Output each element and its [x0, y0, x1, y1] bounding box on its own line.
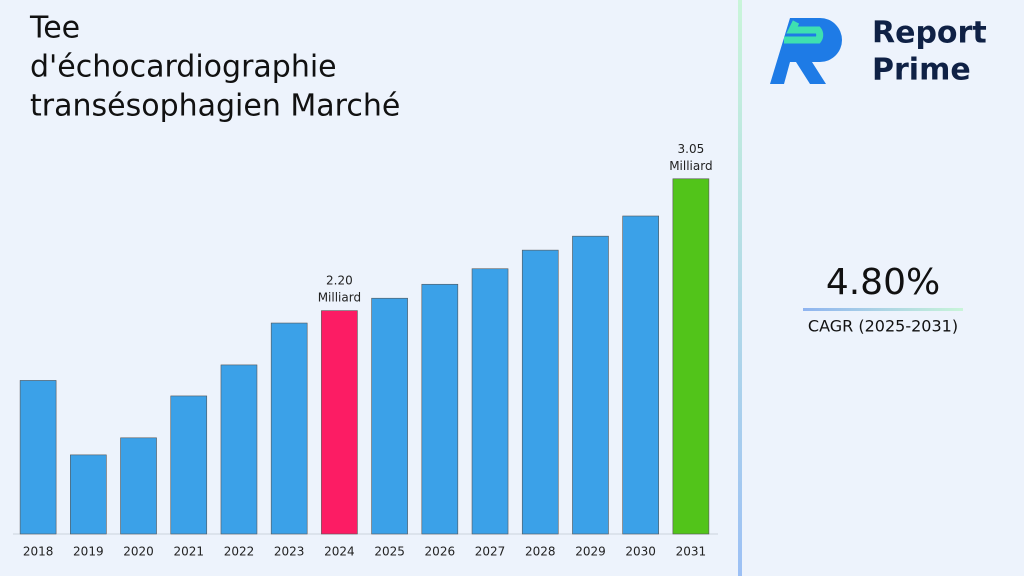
chart-title: Tee — [29, 11, 80, 46]
x-tick-label: 2024 — [324, 545, 355, 559]
chart-title: transésophagien Marché — [30, 89, 400, 124]
x-tick-label: 2027 — [475, 545, 506, 559]
x-tick-label: 2026 — [425, 545, 456, 559]
bar — [70, 454, 107, 535]
bar — [321, 310, 358, 535]
x-tick-label: 2028 — [525, 545, 556, 559]
chart-title: d'échocardiographie — [30, 50, 337, 85]
brand-line: Prime — [872, 53, 971, 88]
cagr-value: 4.80% — [826, 262, 940, 303]
divider — [738, 0, 742, 576]
bar — [421, 283, 459, 535]
cagr-underline — [803, 308, 963, 311]
bar — [471, 268, 509, 535]
x-tick-label: 2022 — [224, 545, 255, 559]
cagr-label: CAGR (2025-2031) — [808, 317, 958, 336]
x-tick-label: 2020 — [123, 545, 154, 559]
bar — [572, 235, 609, 535]
bar — [521, 249, 559, 535]
x-tick-label: 2031 — [676, 545, 707, 559]
x-tick-label: 2021 — [173, 545, 204, 559]
value-label: 3.05 Milliard — [669, 141, 712, 172]
x-tick-label: 2018 — [23, 545, 54, 559]
value-label: 2.20 Milliard — [318, 273, 361, 304]
bar — [371, 297, 408, 535]
bar — [622, 215, 659, 535]
logo-icon — [770, 18, 842, 84]
bar — [220, 364, 258, 535]
bar — [170, 395, 208, 535]
x-tick-label: 2025 — [374, 545, 405, 559]
x-tick-label: 2023 — [274, 545, 305, 559]
bar — [270, 322, 308, 535]
x-tick-label: 2029 — [575, 545, 606, 559]
bar — [120, 437, 157, 535]
brand-line: Report — [872, 16, 987, 51]
x-tick-label: 2019 — [73, 545, 104, 559]
bar — [672, 178, 710, 535]
bar — [19, 380, 57, 535]
x-tick-label: 2030 — [625, 545, 656, 559]
